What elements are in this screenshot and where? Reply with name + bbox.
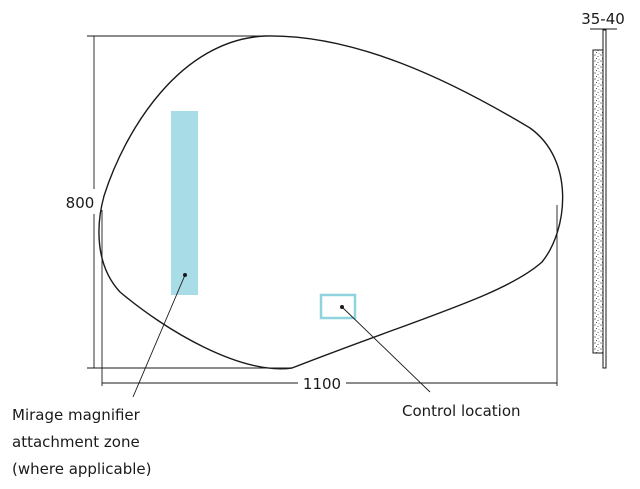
width-dimension [101,205,558,386]
control-leader-dot [340,305,344,309]
height-dimension [87,35,292,369]
magnifier-zone [171,111,198,295]
mirror-outline [98,35,564,370]
side-profile [590,28,617,369]
magnifier-leader-dot [183,273,187,277]
control-location-box [319,293,357,320]
height-label: 800 [66,194,95,212]
magnifier-callout-line1: Mirage magnifier [12,406,141,424]
magnifier-callout-line3: (where applicable) [12,460,151,478]
width-label: 1100 [303,375,341,393]
magnifier-callout-line2: attachment zone [12,433,140,451]
control-callout: Control location [402,402,521,420]
leader-lines [132,274,431,398]
depth-label: 35-40 [581,10,625,28]
